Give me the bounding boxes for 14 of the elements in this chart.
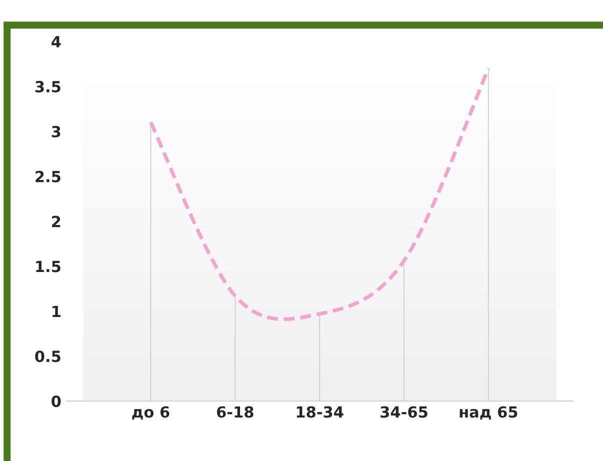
- y-tick-label: 1: [52, 306, 60, 317]
- x-tick-label: 18-34: [296, 406, 344, 418]
- y-tick-label: 3.5: [35, 80, 60, 92]
- y-tick-label: 2: [52, 216, 60, 228]
- x-tick-label: до 6: [132, 406, 170, 420]
- x-tick-label: над 65: [460, 406, 518, 420]
- y-tick-label: 0: [52, 396, 61, 408]
- y-tick-label: 2.5: [36, 170, 60, 182]
- y-tick-label: 1.5: [36, 260, 60, 272]
- y-tick-label: 0.5: [35, 350, 60, 362]
- y-tick-label: 3: [52, 126, 60, 138]
- x-tick-label: 34-65: [380, 406, 428, 418]
- x-tick-label: 6-18: [217, 406, 254, 418]
- y-tick-label: 4: [52, 36, 61, 48]
